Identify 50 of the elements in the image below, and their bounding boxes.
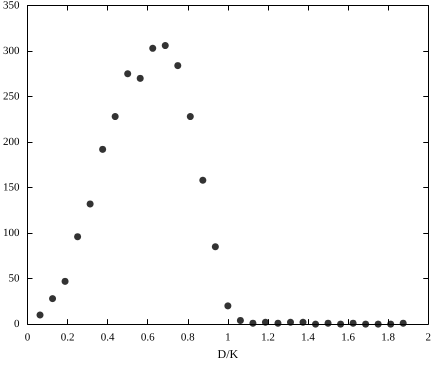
point (199, 176, 206, 184)
x-axis-title: D/K (218, 347, 239, 361)
x-tick-label: 0 (24, 332, 31, 344)
point (62, 278, 69, 285)
point (362, 320, 370, 328)
point (350, 320, 357, 327)
y-tick-label: 0 (14, 318, 20, 330)
x-tick-label: 2 (426, 332, 431, 344)
x-tick-label: 0.8 (180, 332, 196, 344)
point (224, 302, 232, 310)
point (112, 113, 119, 120)
point (274, 320, 282, 327)
point (124, 70, 132, 78)
point (49, 295, 56, 302)
point (149, 44, 156, 52)
point (212, 243, 219, 250)
point (312, 320, 320, 328)
x-tick-label: 0.6 (140, 332, 156, 344)
x-tick-label: 1.6 (341, 332, 356, 344)
y-tick-label: 50 (8, 272, 20, 285)
point (262, 318, 269, 326)
point (74, 233, 82, 240)
y-tick-label: 150 (3, 182, 20, 194)
y-tick-label: 300 (3, 45, 20, 58)
point (337, 320, 344, 328)
y-tick-label: 250 (3, 90, 20, 103)
y-tick-label: 100 (3, 227, 20, 240)
point (324, 320, 332, 327)
point (162, 42, 169, 50)
point (36, 312, 44, 318)
point (300, 318, 307, 326)
point (287, 318, 294, 326)
point (99, 146, 106, 153)
point (374, 320, 382, 328)
x-tick-label: 1 (225, 332, 231, 344)
point (400, 320, 407, 327)
x-tick-label: 0.2 (60, 332, 74, 344)
x-tick-label: 0.4 (100, 332, 116, 344)
point (387, 320, 394, 328)
x-tick-label: 1.8 (381, 332, 396, 344)
y-tick-label: 200 (3, 136, 20, 148)
point (136, 74, 144, 82)
point (174, 62, 182, 70)
point (86, 200, 94, 208)
point (186, 113, 194, 120)
x-tick-label: 1.2 (261, 332, 275, 344)
x-tick-label: 1.4 (301, 332, 316, 344)
y-tick-label: 350 (3, 0, 20, 12)
point (236, 316, 244, 324)
point (249, 320, 256, 327)
